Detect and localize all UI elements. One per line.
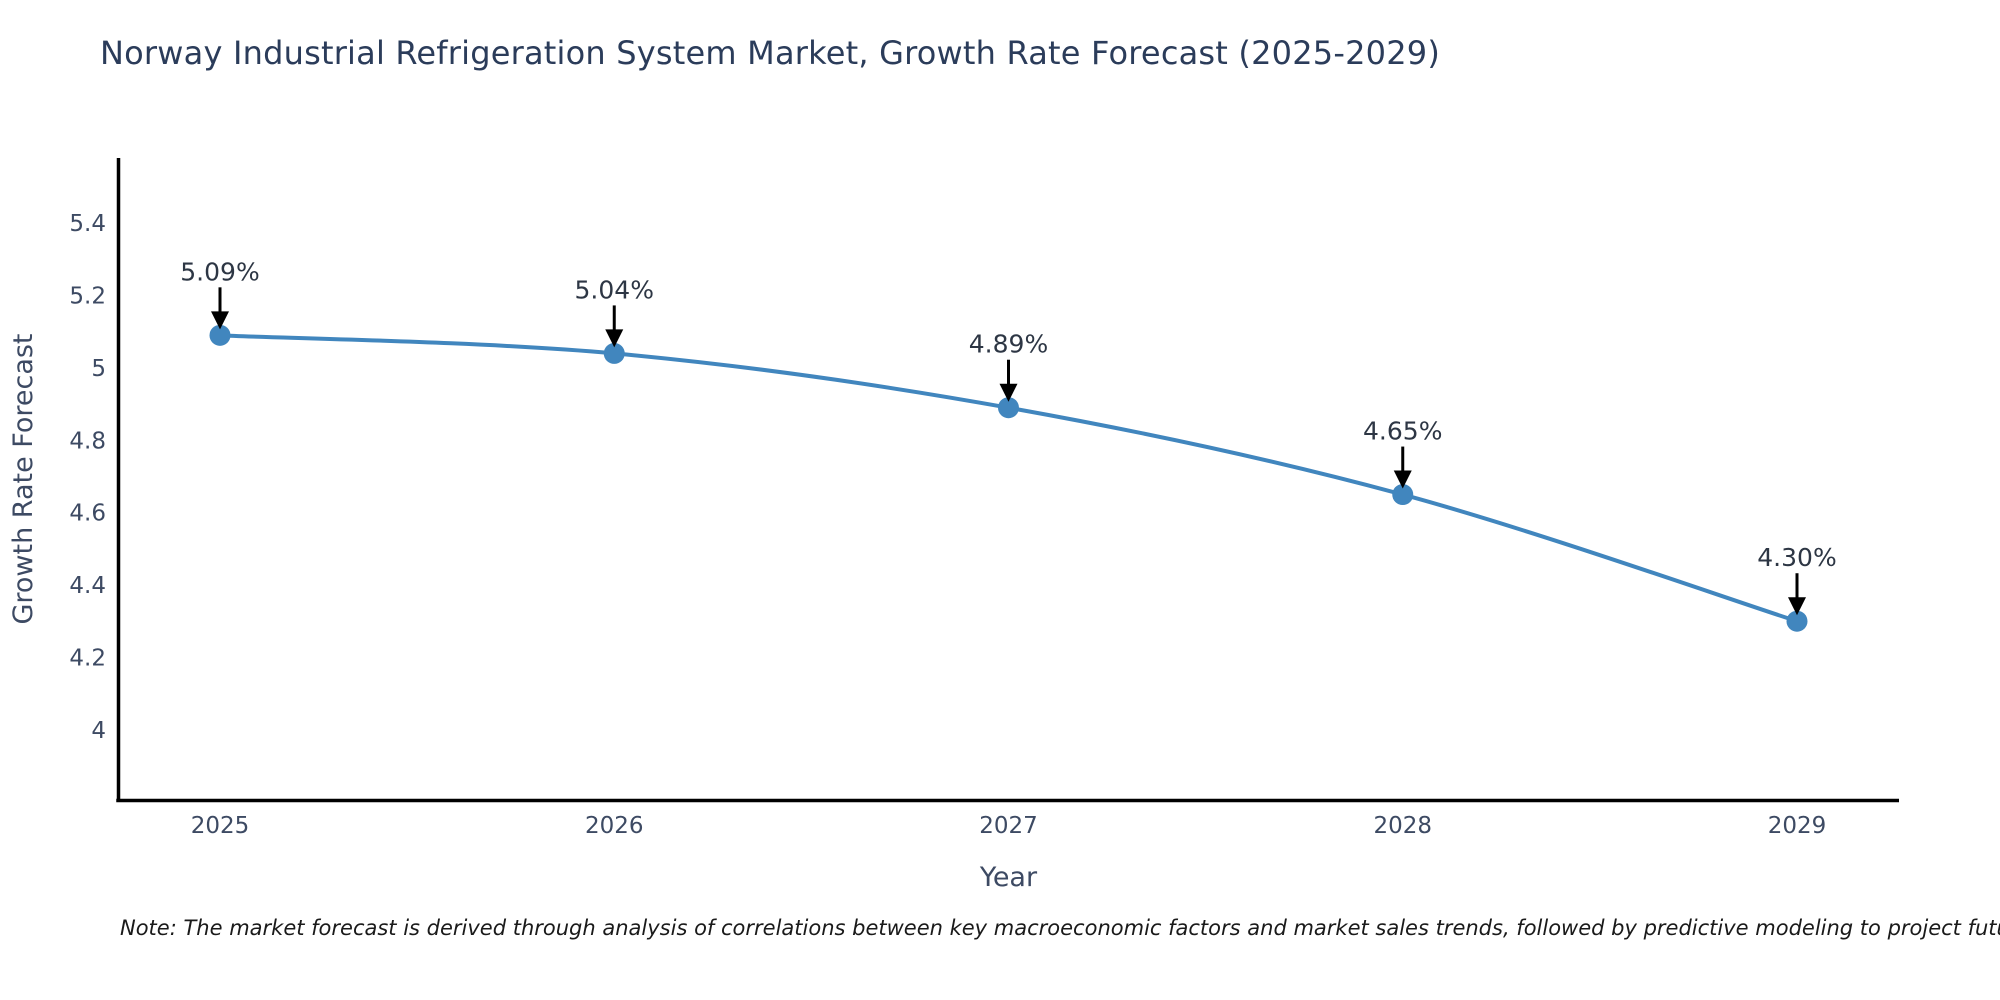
y-tick-label: 4.6 bbox=[69, 501, 106, 527]
data-point bbox=[603, 342, 625, 364]
annotation-arrowhead bbox=[999, 383, 1018, 402]
data-point bbox=[209, 324, 231, 346]
y-tick-label: 5.2 bbox=[69, 284, 106, 310]
annotation-arrowhead bbox=[211, 311, 229, 330]
y-tick-label: 5 bbox=[91, 356, 106, 382]
footnote: Note: The market forecast is derived thr… bbox=[120, 916, 2000, 940]
x-tick-label: 2029 bbox=[1768, 813, 1827, 839]
y-tick-label: 4 bbox=[91, 718, 106, 744]
x-tick-label: 2028 bbox=[1373, 813, 1432, 839]
annotation-arrowhead bbox=[1393, 470, 1412, 489]
data-point bbox=[1786, 610, 1808, 632]
annotation-label: 5.09% bbox=[180, 257, 259, 286]
data-point bbox=[1392, 484, 1414, 506]
y-tick-label: 4.8 bbox=[69, 428, 106, 454]
x-tick-label: 2027 bbox=[979, 813, 1038, 839]
y-tick-label: 4.2 bbox=[69, 645, 106, 671]
annotation-arrowhead bbox=[605, 329, 624, 348]
x-tick-label: 2026 bbox=[585, 813, 644, 839]
y-tick-label: 5.4 bbox=[69, 211, 106, 237]
chart-title: Norway Industrial Refrigeration System M… bbox=[100, 34, 1441, 72]
annotation-arrowhead bbox=[1788, 597, 1806, 616]
annotation-label: 4.30% bbox=[1757, 543, 1836, 572]
annotation-label: 4.65% bbox=[1363, 417, 1442, 446]
annotation-label: 5.04% bbox=[575, 275, 654, 304]
y-axis-title: Growth Rate Forecast bbox=[8, 333, 39, 624]
data-point bbox=[998, 397, 1019, 419]
y-tick-label: 4.4 bbox=[69, 573, 106, 599]
x-tick-label: 2025 bbox=[191, 813, 250, 839]
annotation-label: 4.89% bbox=[969, 330, 1048, 359]
x-axis-title: Year bbox=[979, 862, 1038, 893]
